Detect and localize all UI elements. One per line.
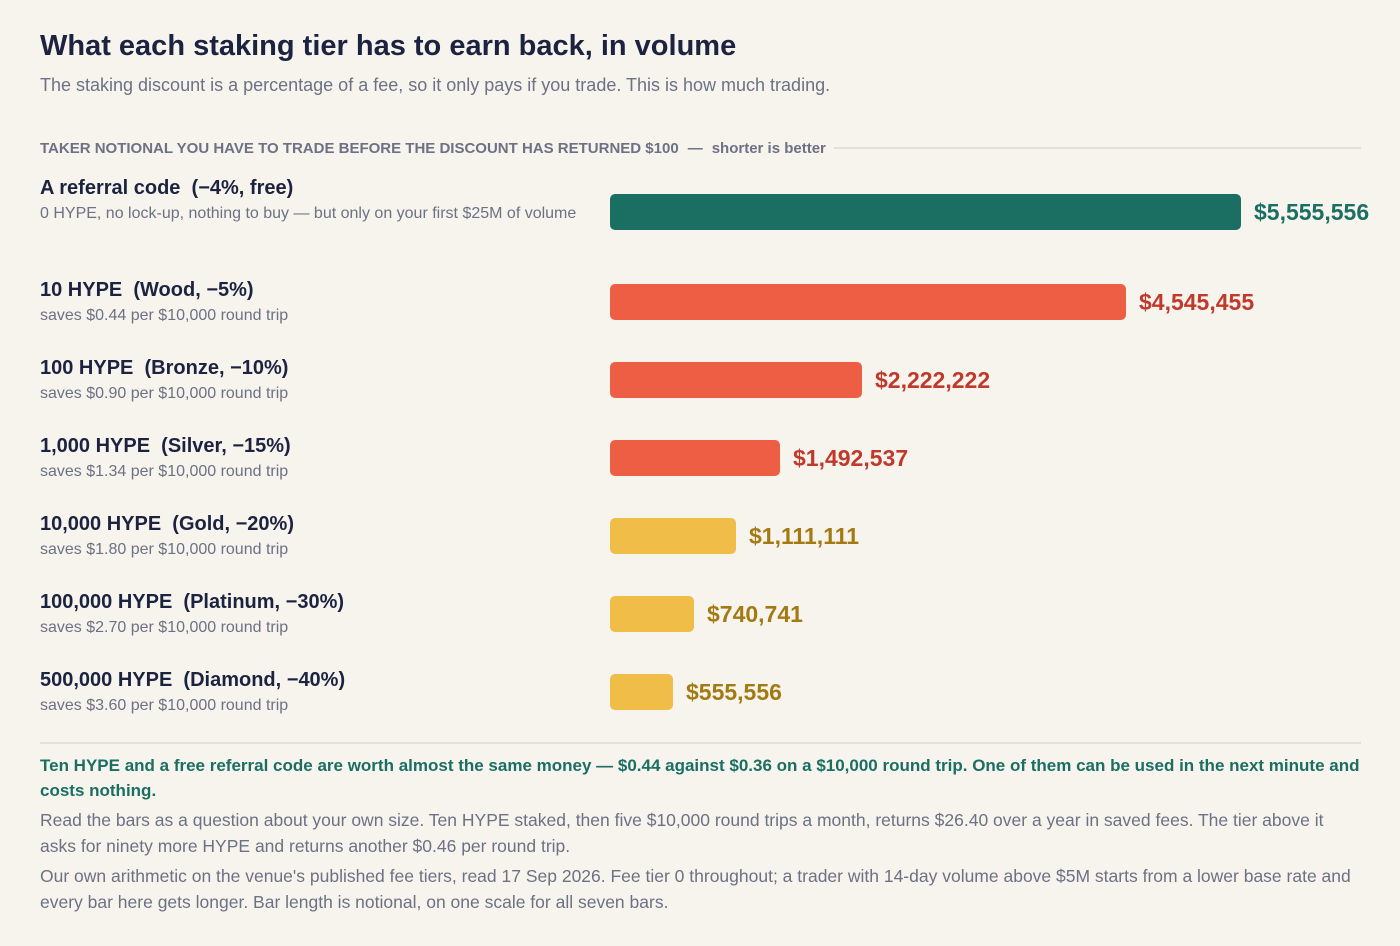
bar-label: 1,000 HYPE (Silver, −15%) saves $1.34 per… [40,434,580,484]
chart-heading: TAKER NOTIONAL YOU HAVE TO TRADE BEFORE … [40,138,1361,158]
bar [610,674,673,710]
bar-label: 100 HYPE (Bronze, −10%) saves $0.90 per $… [40,356,580,406]
bar-label: A referral code (−4%, free) 0 HYPE, no lo… [40,176,580,226]
tier-name: 1,000 HYPE (Silver, −15%) [40,435,291,457]
tier-name: 10 HYPE (Wood, −5%) [40,279,254,301]
note-paragraph-1: Read the bars as a question about your o… [40,810,1324,856]
bar-value-label: $4,545,455 [1139,289,1255,315]
tier-savings: saves $1.34 per $10,000 round trip [40,463,289,480]
bar-label: 500,000 HYPE (Diamond, −40%) saves $3.60 … [40,668,580,718]
tier-name: A referral code (−4%, free) [40,177,294,199]
bar-label: 100,000 HYPE (Platinum, −30%) saves $2.70… [40,590,580,640]
bar-value-label: $5,555,556 [1254,199,1370,225]
notes-divider [40,742,1361,744]
chart-heading-text: TAKER NOTIONAL YOU HAVE TO TRADE BEFORE … [40,139,679,157]
bar [610,194,1241,230]
tier-savings: saves $0.44 per $10,000 round trip [40,307,289,324]
note-highlight: Ten HYPE and a free referral code are wo… [40,756,1360,800]
tier-savings: saves $2.70 per $10,000 round trip [40,619,289,636]
tier-name: 10,000 HYPE (Gold, −20%) [40,513,294,535]
bar [610,362,862,398]
bar-value-label: $555,556 [686,679,782,705]
bar [610,440,780,476]
tier-name: 100,000 HYPE (Platinum, −30%) [40,591,345,613]
note-paragraph-2: Our own arithmetic on the venue's publis… [40,866,1351,912]
tier-savings: saves $1.80 per $10,000 round trip [40,541,289,558]
bar [610,284,1126,320]
bar-value-label: $1,111,111 [749,523,860,549]
chart-heading-hint: shorter is better [711,139,826,157]
tier-name: 100 HYPE (Bronze, −10%) [40,357,289,379]
bar-label: 10 HYPE (Wood, −5%) saves $0.44 per $10,0… [40,278,580,328]
heading-divider [833,147,1361,149]
page-title: What each staking tier has to earn back,… [40,30,737,62]
chart-heading-separator: — [687,139,703,157]
bar-chart: A referral code (−4%, free) 0 HYPE, no lo… [40,0,1400,946]
page: What each staking tier has to earn back,… [40,28,1361,158]
bar-value-label: $1,492,537 [793,445,909,471]
tier-savings: saves $0.90 per $10,000 round trip [40,385,289,402]
notes: Ten HYPE and a free referral code are wo… [40,753,1361,915]
bar-value-label: $2,222,222 [875,367,991,393]
page-subtitle: The staking discount is a percentage of … [40,75,831,95]
bar [610,518,736,554]
tier-savings: saves $3.60 per $10,000 round trip [40,697,289,714]
tier-name: 500,000 HYPE (Diamond, −40%) [40,669,346,691]
bar [610,596,694,632]
bar-label: 10,000 HYPE (Gold, −20%) saves $1.80 per … [40,512,580,562]
tier-savings: 0 HYPE, no lock-up, nothing to buy — but… [40,205,577,222]
bar-value-label: $740,741 [707,601,803,627]
